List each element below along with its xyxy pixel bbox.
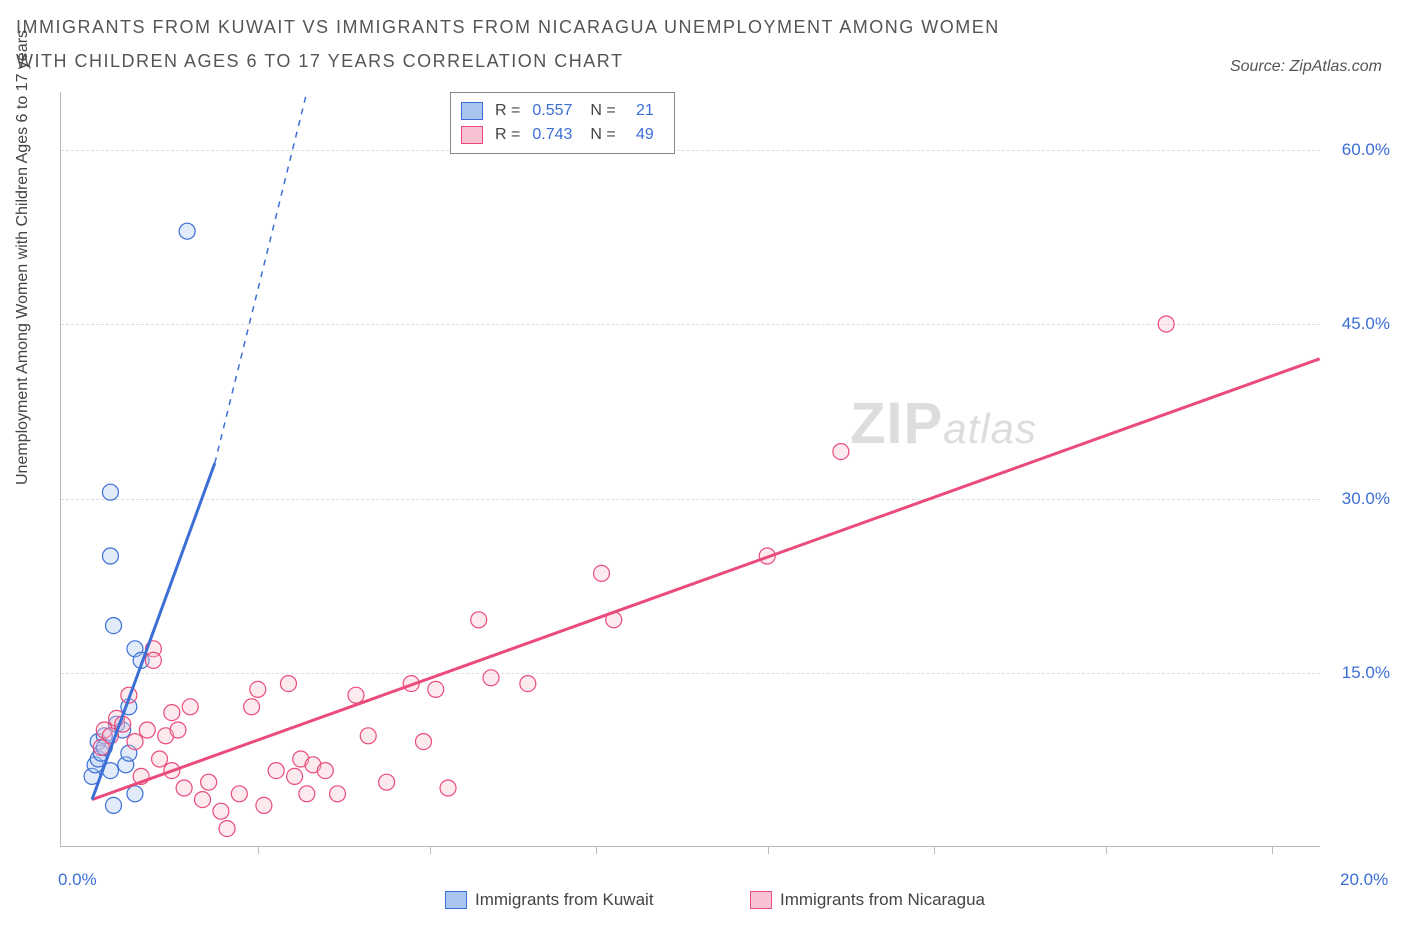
- x-axis-left-label: 0.0%: [58, 870, 97, 890]
- data-point: [415, 734, 431, 750]
- data-point: [428, 681, 444, 697]
- data-point: [250, 681, 266, 697]
- data-point: [106, 618, 122, 634]
- data-point: [213, 803, 229, 819]
- data-point: [182, 699, 198, 715]
- stat-label: R =: [495, 123, 520, 147]
- data-point: [360, 728, 376, 744]
- stats-legend-row: R = 0.557 N = 21: [461, 99, 660, 123]
- data-point: [256, 797, 272, 813]
- y-tick-label: 60.0%: [1330, 140, 1390, 160]
- trend-line: [92, 359, 1320, 800]
- data-point: [268, 763, 284, 779]
- legend-label: Immigrants from Kuwait: [475, 890, 654, 910]
- data-point: [231, 786, 247, 802]
- swatch-icon: [461, 126, 483, 144]
- data-point: [219, 821, 235, 837]
- data-point: [201, 774, 217, 790]
- data-point: [287, 768, 303, 784]
- swatch-icon: [750, 891, 772, 909]
- data-point: [179, 223, 195, 239]
- data-point: [520, 676, 536, 692]
- stat-label: R =: [495, 99, 520, 123]
- stat-label: N =: [590, 123, 615, 147]
- data-point: [139, 722, 155, 738]
- data-point: [170, 722, 186, 738]
- data-point: [106, 797, 122, 813]
- data-point: [102, 548, 118, 564]
- bottom-legend-item: Immigrants from Kuwait: [445, 890, 654, 910]
- legend-label: Immigrants from Nicaragua: [780, 890, 985, 910]
- trend-line-dashed: [215, 92, 307, 463]
- data-point: [348, 687, 364, 703]
- swatch-icon: [445, 891, 467, 909]
- data-point: [330, 786, 346, 802]
- y-tick-label: 30.0%: [1330, 489, 1390, 509]
- stat-value: 0.743: [532, 123, 572, 147]
- data-point: [152, 751, 168, 767]
- data-point: [164, 705, 180, 721]
- stat-value: 0.557: [532, 99, 572, 123]
- y-tick-label: 15.0%: [1330, 663, 1390, 683]
- data-point: [379, 774, 395, 790]
- swatch-icon: [461, 102, 483, 120]
- stat-label: N =: [590, 99, 615, 123]
- data-point: [483, 670, 499, 686]
- data-point: [145, 652, 161, 668]
- chart-plot-area: [60, 92, 1320, 847]
- data-point: [317, 763, 333, 779]
- data-point: [594, 565, 610, 581]
- data-point: [471, 612, 487, 628]
- y-axis-label: Unemployment Among Women with Children A…: [14, 30, 32, 485]
- stats-legend-row: R = 0.743 N = 49: [461, 123, 660, 147]
- data-point: [195, 792, 211, 808]
- data-point: [244, 699, 260, 715]
- chart-title: IMMIGRANTS FROM KUWAIT VS IMMIGRANTS FRO…: [16, 10, 1016, 78]
- data-point: [102, 484, 118, 500]
- bottom-legend-item: Immigrants from Nicaragua: [750, 890, 985, 910]
- data-point: [1158, 316, 1174, 332]
- data-point: [127, 786, 143, 802]
- data-point: [93, 739, 109, 755]
- stats-legend: R = 0.557 N = 21 R = 0.743 N = 49: [450, 92, 675, 154]
- data-point: [280, 676, 296, 692]
- data-point: [440, 780, 456, 796]
- stat-value: 49: [628, 123, 654, 147]
- source-label: Source: ZipAtlas.com: [1230, 58, 1382, 76]
- stat-value: 21: [628, 99, 654, 123]
- data-point: [176, 780, 192, 796]
- data-point: [833, 444, 849, 460]
- scatter-svg: [61, 92, 1320, 846]
- data-point: [127, 734, 143, 750]
- data-point: [299, 786, 315, 802]
- x-axis-right-label: 20.0%: [1340, 870, 1388, 890]
- y-tick-label: 45.0%: [1330, 314, 1390, 334]
